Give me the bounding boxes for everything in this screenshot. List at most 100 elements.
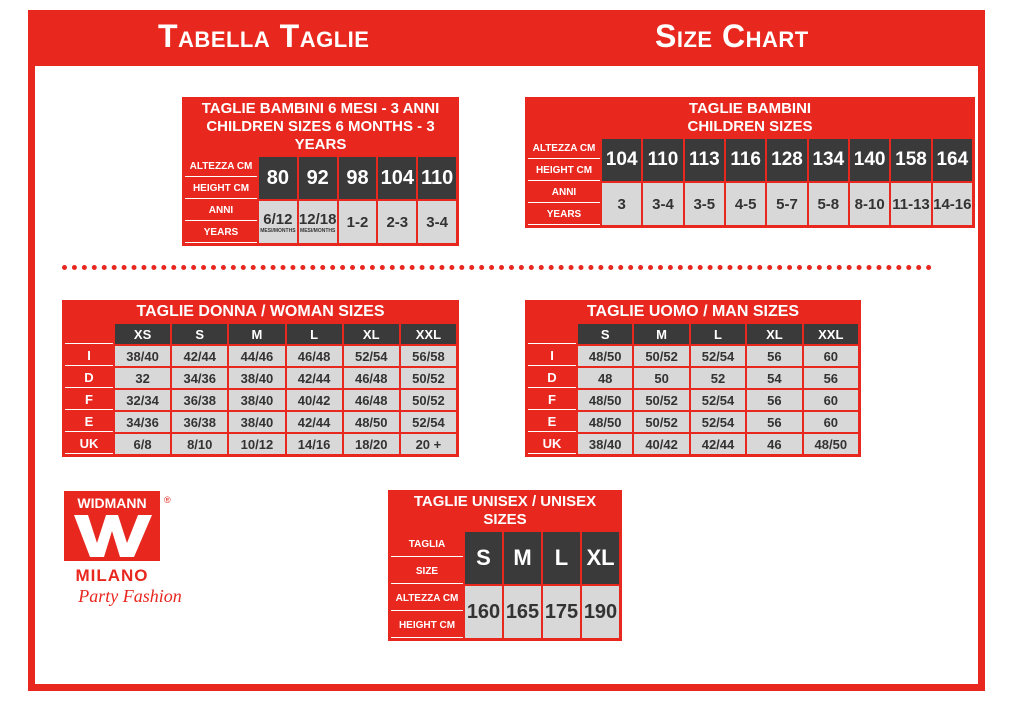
- value-text: 3-4: [652, 195, 674, 213]
- logo-reg: ®: [164, 495, 171, 505]
- value-cell: 160: [465, 586, 502, 638]
- table-grid: XS S M L XL XXL I 38/40 42/44 44/46 46/48 52/54 56/5…: [65, 324, 456, 454]
- table-title: TAGLIE DONNA / WOMAN SIZES: [136, 303, 385, 320]
- size-cell: 104: [602, 139, 642, 181]
- value-text: 6/12: [263, 210, 293, 228]
- size-cell: 128: [767, 139, 807, 181]
- value-cell: 42/44: [690, 434, 746, 454]
- value-note: MESI/MONTHS: [300, 227, 336, 234]
- box-title: CHILDREN SIZES 6 MONTHS - 3 YEARS: [206, 118, 435, 153]
- value-cell: 56: [747, 390, 802, 410]
- size-header: XXL: [803, 324, 858, 344]
- size-box: TAGLIE BAMBINI CHILDREN SIZES ALTEZZA CM HE…: [525, 97, 975, 228]
- value-cell: 50/52: [400, 390, 456, 410]
- value-cell: 52: [690, 368, 746, 388]
- value-cell: 5-7: [767, 183, 807, 225]
- row-label: ALTEZZA CM: [528, 139, 600, 159]
- value-cell: 8/10: [172, 434, 228, 454]
- value-cell: 50/52: [634, 346, 689, 366]
- table-title: TAGLIE UOMO / MAN SIZES: [586, 303, 800, 320]
- value-cell: 36/38: [172, 412, 228, 432]
- value-cell: 11-13: [891, 183, 931, 225]
- value-cell: 50: [634, 368, 689, 388]
- value-cell: 3-4: [418, 201, 456, 243]
- value-text: 3-4: [426, 213, 448, 231]
- size-header: S: [578, 324, 633, 344]
- value-cell: 4-5: [725, 183, 766, 225]
- value-text: 2-3: [386, 213, 409, 231]
- box-title: CHILDREN SIZES: [687, 118, 813, 135]
- value-cell: 48/50: [578, 390, 633, 410]
- logo-city: MILANO: [75, 566, 148, 585]
- logo-tagline: Party Fashion: [77, 586, 182, 606]
- value-cell: 48/50: [578, 412, 633, 432]
- value-cell: 40/42: [634, 434, 689, 454]
- value-cell: 56: [747, 412, 802, 432]
- size-header: M: [634, 324, 689, 344]
- row-label: D: [528, 368, 576, 388]
- value-cell: 32/34: [115, 390, 171, 410]
- value-cell: 34/36: [172, 368, 228, 388]
- size-header: XL: [343, 324, 399, 344]
- value-cell: 38/40: [229, 368, 285, 388]
- value-cell: 3-4: [643, 183, 683, 225]
- value-cell: 38/40: [115, 346, 171, 366]
- size-cell: XL: [582, 532, 619, 584]
- value-cell: 52/54: [690, 412, 746, 432]
- value-cell: 52/54: [690, 346, 746, 366]
- row-label: UK: [65, 434, 113, 454]
- size-box: TAGLIE BAMBINI 6 MESI - 3 ANNI CHILDREN S…: [182, 97, 459, 246]
- size-cell: M: [504, 532, 541, 584]
- size-cell: L: [543, 532, 580, 584]
- size-cell: 110: [643, 139, 683, 181]
- box-title: TAGLIE BAMBINI: [688, 100, 812, 117]
- value-text: 175: [544, 600, 579, 623]
- row-label: ANNI: [528, 183, 600, 203]
- value-cell: 50/52: [634, 412, 689, 432]
- value-text: 12/18: [298, 210, 337, 228]
- value-cell: 38/40: [229, 412, 285, 432]
- value-cell: 14/16: [286, 434, 342, 454]
- row-label: ALTEZZA CM: [391, 586, 463, 611]
- value-cell: 40/42: [286, 390, 342, 410]
- size-cell: 92: [298, 157, 337, 199]
- value-cell: 46/48: [286, 346, 342, 366]
- value-cell: 14-16: [932, 183, 972, 225]
- value-cell: 56/58: [400, 346, 456, 366]
- row-label: I: [65, 346, 113, 366]
- value-cell: 175: [543, 586, 580, 638]
- value-cell: 42/44: [286, 412, 342, 432]
- value-cell: 3-5: [684, 183, 724, 225]
- value-text: 160: [466, 600, 501, 623]
- value-cell: 6/12 MESI/MONTHS: [259, 201, 297, 243]
- value-cell: 60: [803, 346, 858, 366]
- size-header: XL: [747, 324, 802, 344]
- value-cell: 10/12: [229, 434, 285, 454]
- corner-cell: [528, 324, 576, 344]
- size-header: M: [229, 324, 285, 344]
- logo: WIDMANN ® MILANO Party Fashion: [64, 491, 182, 606]
- value-cell: 52/54: [690, 390, 746, 410]
- size-cell: 164: [932, 139, 972, 181]
- row-label: YEARS: [528, 205, 600, 225]
- value-cell: 36/38: [172, 390, 228, 410]
- size-cell: 134: [808, 139, 848, 181]
- value-cell: 50/52: [400, 368, 456, 388]
- title-right: Size Chart: [655, 18, 809, 54]
- row-label: E: [528, 412, 576, 432]
- logo-brand: WIDMANN: [77, 495, 146, 511]
- row-label: HEIGHT CM: [185, 179, 257, 199]
- size-grid: ALTEZZA CM HEIGHT CM ANNI YEARS 80 92 98 104 110…: [185, 157, 456, 243]
- row-label: SIZE: [391, 559, 463, 584]
- size-cell: 104: [378, 157, 417, 199]
- value-cell: 165: [504, 586, 541, 638]
- value-cell: 18/20: [343, 434, 399, 454]
- value-cell: 5-8: [808, 183, 848, 225]
- value-cell: 8-10: [849, 183, 890, 225]
- value-cell: 52/54: [400, 412, 456, 432]
- value-cell: 56: [747, 346, 802, 366]
- value-cell: 6/8: [115, 434, 171, 454]
- value-cell: 56: [803, 368, 858, 388]
- size-header: XS: [115, 324, 171, 344]
